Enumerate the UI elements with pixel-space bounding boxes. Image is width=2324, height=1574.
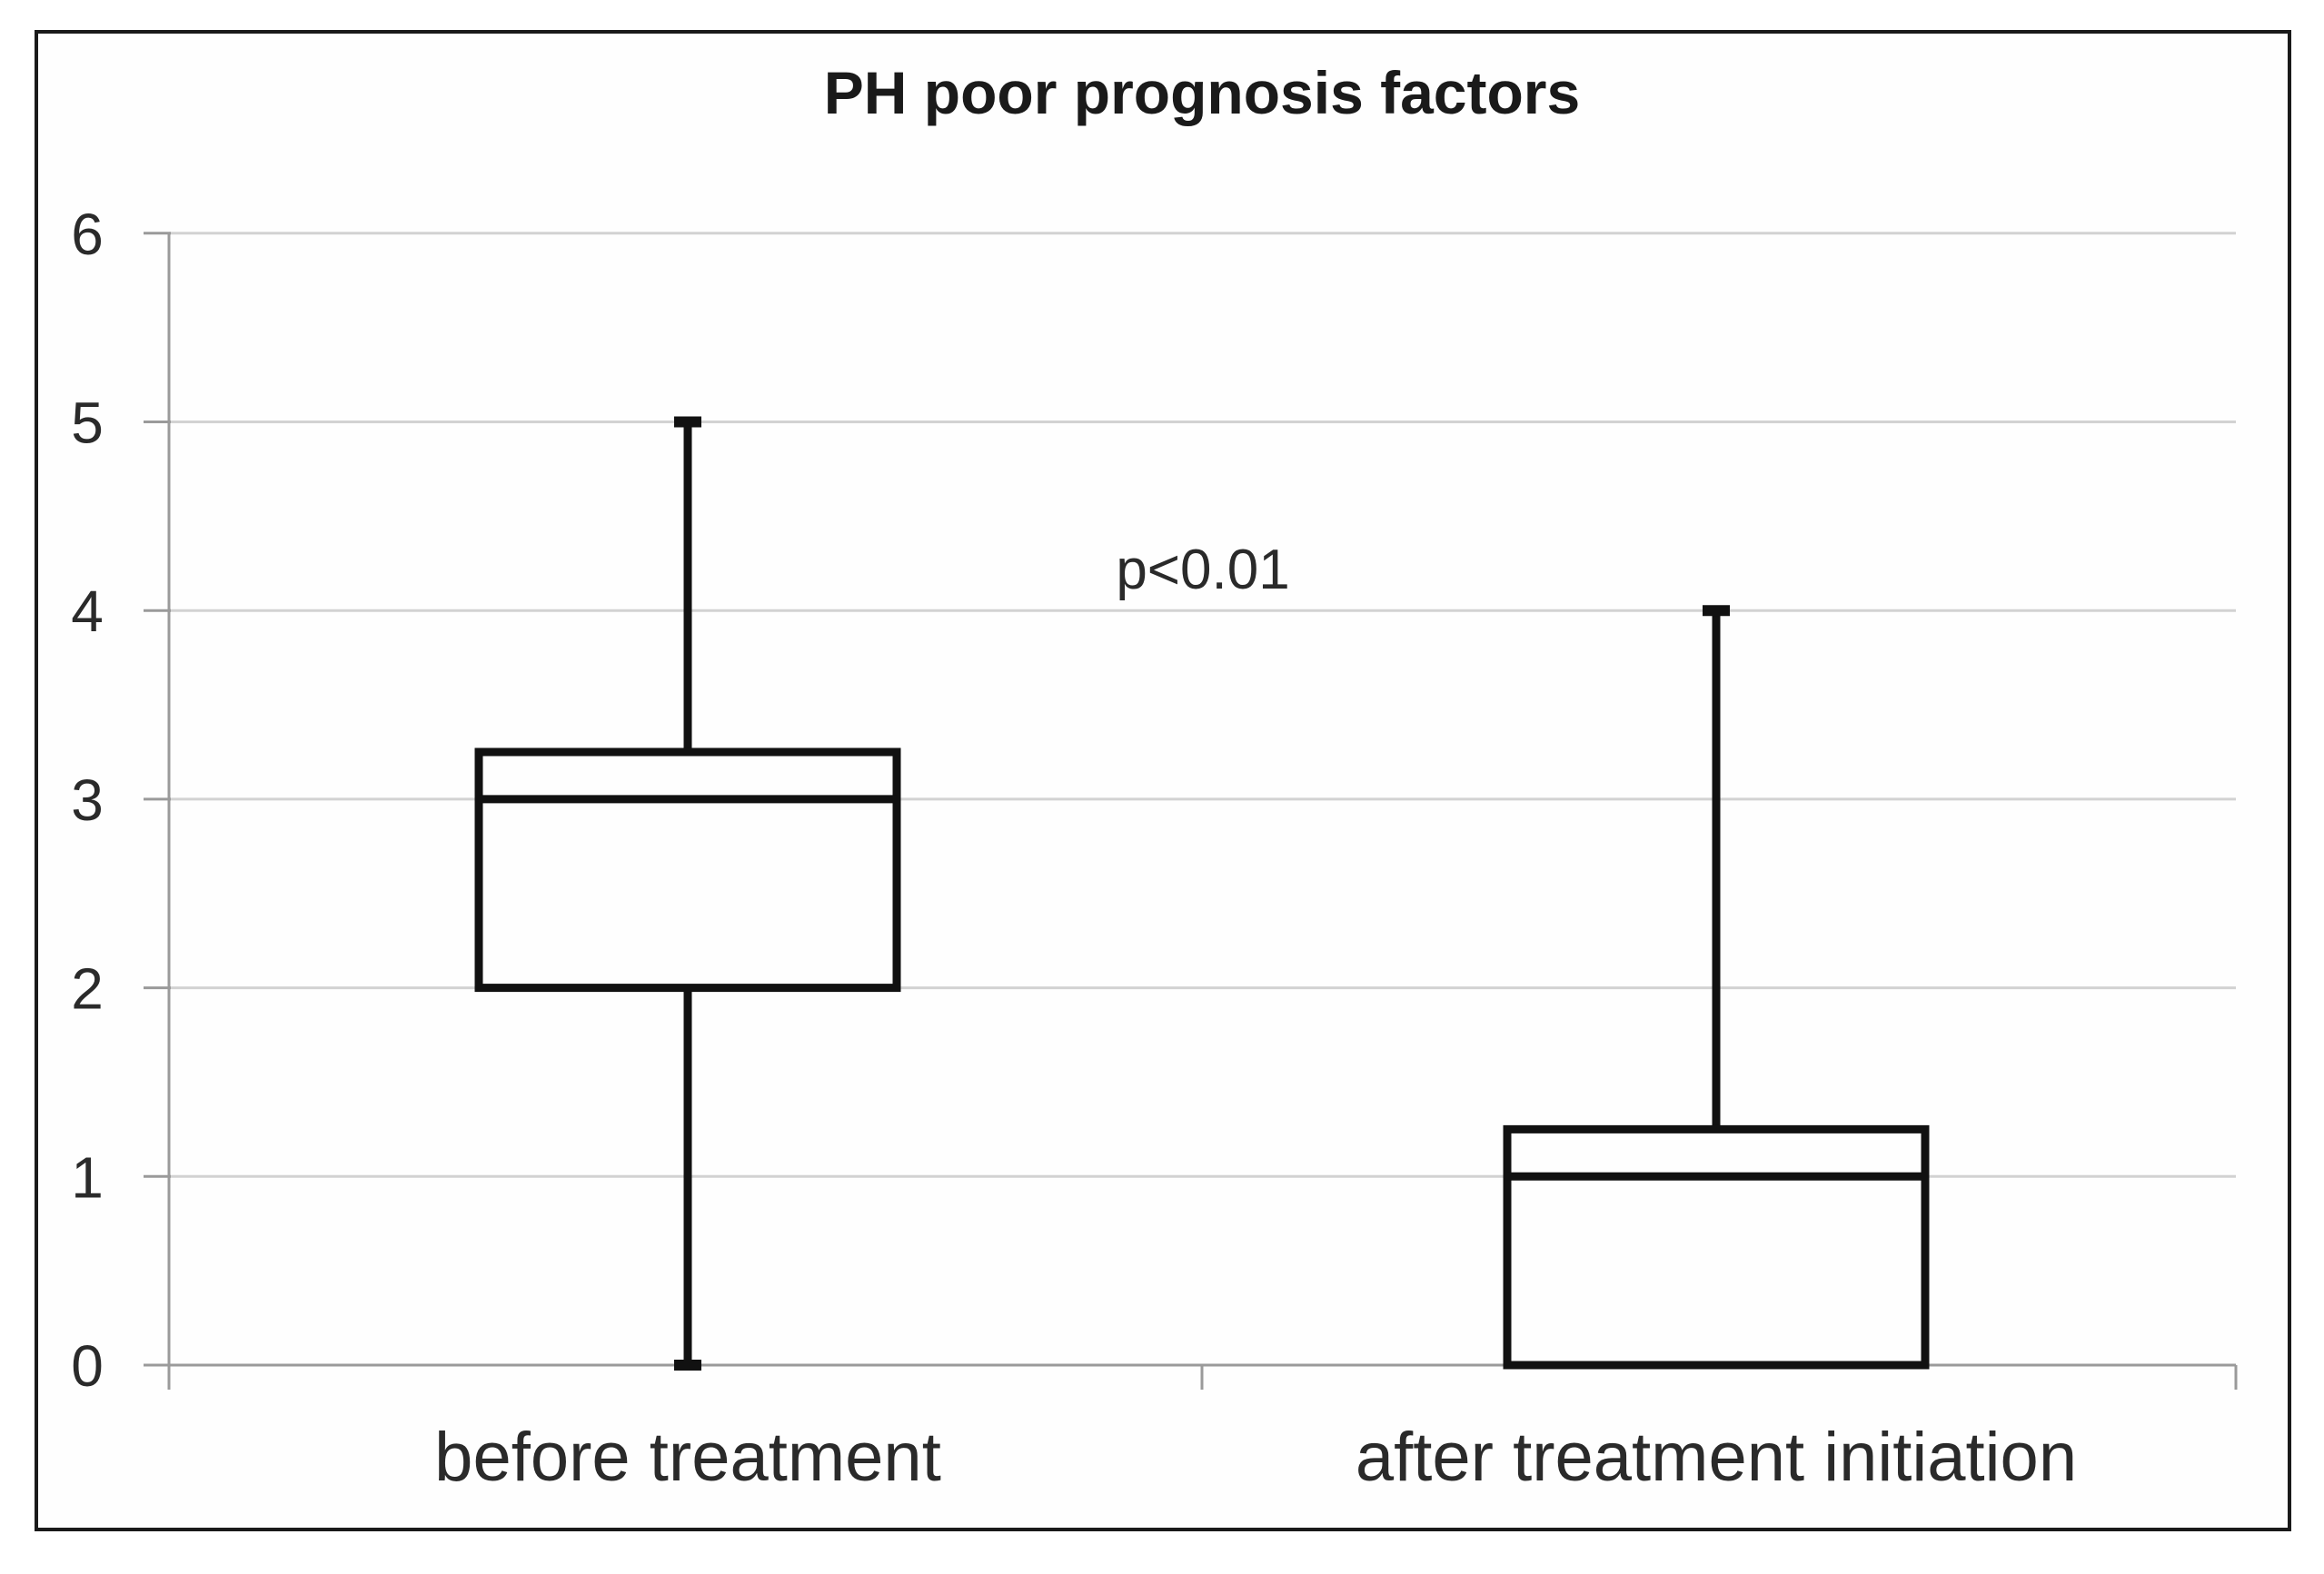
chart-title: PH poor prognosis factors <box>824 59 1580 126</box>
y-tick-label-1: 1 <box>71 1144 104 1210</box>
iqr-box <box>474 747 901 993</box>
y-tick-label-0: 0 <box>71 1333 104 1399</box>
boxplot-after-treatment-initiation <box>1503 605 1930 1370</box>
x-category-label-before-treatment: before treatment <box>434 1419 941 1496</box>
y-axis-tick-labels: 0 1 2 3 4 5 6 <box>71 202 104 1399</box>
y-tick-label-3: 3 <box>71 767 104 833</box>
x-category-label-after-treatment-initiation: after treatment initiation <box>1356 1419 2077 1496</box>
y-tick-label-4: 4 <box>71 579 104 644</box>
boxplot-before-treatment <box>474 416 901 1371</box>
box-whisker-series <box>474 416 1930 1371</box>
figure-frame <box>35 30 2291 1531</box>
iqr-box <box>1503 1124 1930 1370</box>
y-tick-label-2: 2 <box>71 956 104 1022</box>
axes-and-ticks <box>144 232 2238 1390</box>
p-value-annotation: p<0.01 <box>1116 539 1289 601</box>
y-tick-label-5: 5 <box>71 391 104 456</box>
y-tick-label-6: 6 <box>71 202 104 267</box>
